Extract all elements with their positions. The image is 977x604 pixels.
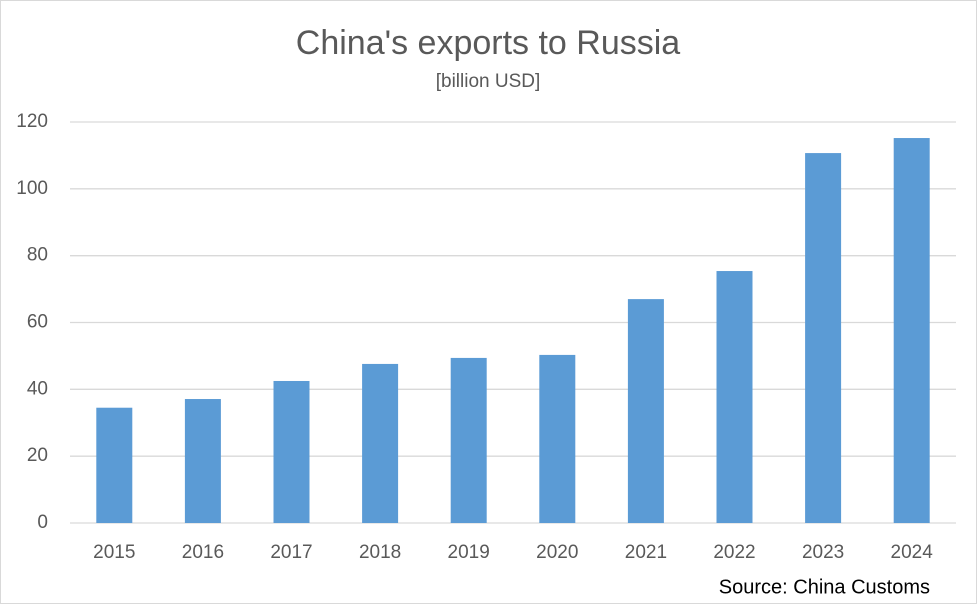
bar bbox=[893, 138, 930, 524]
y-tick-label: 100 bbox=[16, 178, 48, 199]
bar bbox=[805, 153, 842, 523]
bar bbox=[539, 354, 576, 523]
y-tick-label: 0 bbox=[37, 512, 48, 533]
x-tick-label: 2024 bbox=[891, 542, 934, 563]
x-tick-label: 2016 bbox=[182, 542, 224, 563]
bar bbox=[450, 357, 487, 523]
bar bbox=[362, 363, 399, 523]
source-note: Source: China Customs bbox=[719, 576, 930, 598]
x-tick-label: 2015 bbox=[93, 542, 135, 563]
bar bbox=[627, 299, 664, 523]
x-tick-label: 2020 bbox=[536, 542, 578, 563]
y-tick-label: 60 bbox=[27, 312, 48, 333]
bar bbox=[96, 407, 133, 523]
x-tick-label: 2023 bbox=[802, 542, 844, 563]
x-tick-label: 2018 bbox=[359, 542, 401, 563]
bar bbox=[716, 271, 753, 523]
chart-subtitle: [billion USD] bbox=[436, 71, 541, 92]
y-tick-label: 40 bbox=[27, 378, 48, 399]
y-tick-label: 120 bbox=[16, 111, 48, 132]
bar bbox=[184, 399, 221, 523]
x-tick-label: 2022 bbox=[713, 542, 755, 563]
x-tick-label: 2021 bbox=[625, 542, 667, 563]
x-tick-label: 2017 bbox=[270, 542, 312, 563]
chart-title: China's exports to Russia bbox=[296, 24, 681, 62]
x-tick-label: 2019 bbox=[448, 542, 490, 563]
bar bbox=[273, 380, 310, 523]
y-tick-label: 80 bbox=[27, 245, 48, 266]
y-tick-label: 20 bbox=[27, 445, 48, 466]
